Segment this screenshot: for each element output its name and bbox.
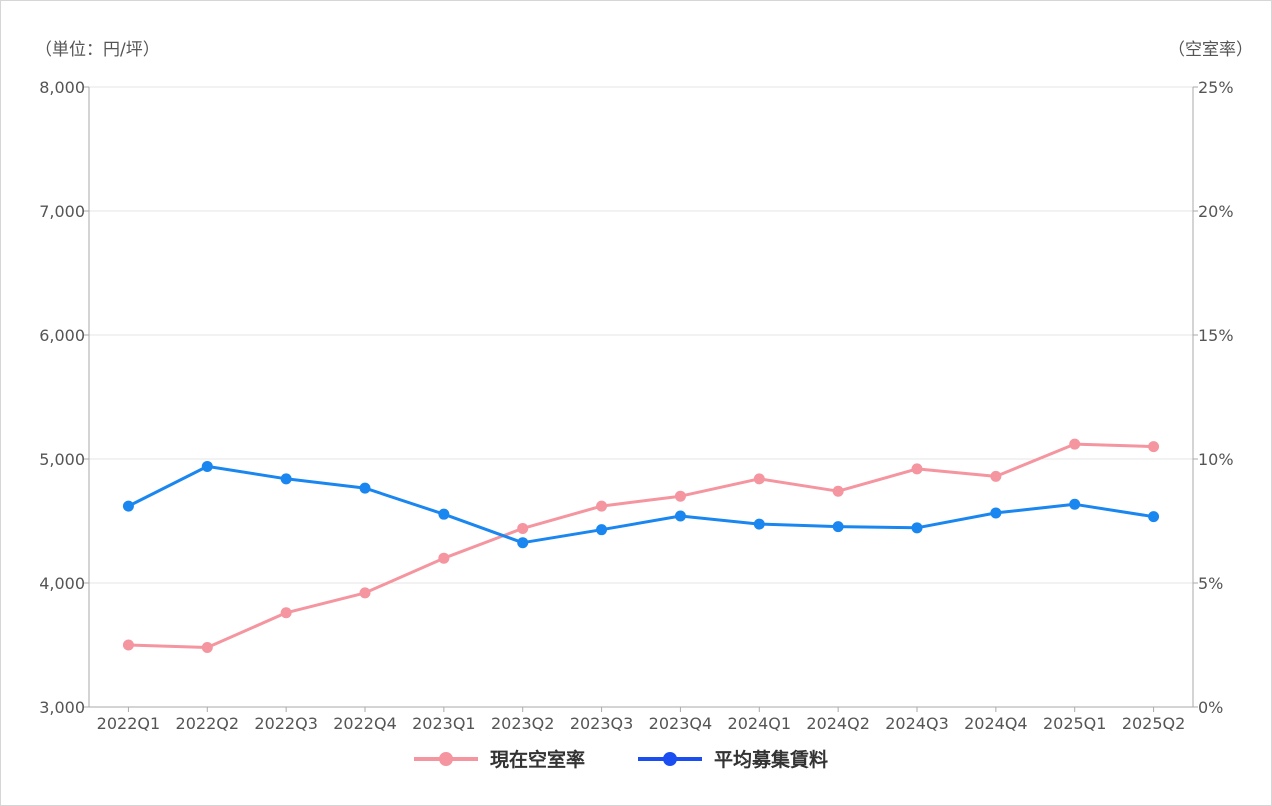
x-tick-label: 2025Q2 [1122,714,1186,733]
series-1-point [990,470,1002,482]
series-1-point [1148,441,1160,453]
series-2-point [359,482,371,494]
series-2-point [1069,498,1081,510]
x-tick-label: 2022Q1 [97,714,161,733]
right-tick-label: 10% [1198,450,1234,469]
series-1-point [280,607,292,619]
series-2-point [280,473,292,485]
x-tick-label: 2023Q2 [491,714,555,733]
x-axis-ticks: 2022Q1 2022Q2 2022Q3 2022Q4 2023Q1 2023Q2 2023… [97,707,1186,733]
left-axis-ticks: 3,000 4,000 5,000 6,000 7,000 8,000 [39,78,89,717]
left-tick-label: 7,000 [39,202,85,221]
series-2-point [674,510,686,522]
x-tick-label: 2023Q3 [570,714,634,733]
right-axis-unit-label: （空室率） [1168,40,1253,60]
legend-swatch-marker [663,752,677,766]
series-1-point [674,490,686,502]
series-2-point [911,522,923,534]
right-tick-label: 15% [1198,326,1234,345]
series-1-point [201,641,213,653]
series-1-point [122,639,134,651]
right-tick-label: 20% [1198,202,1234,221]
x-tick-label: 2024Q4 [964,714,1028,733]
series-2-point [753,518,765,530]
series-1-point [832,485,844,497]
x-tick-label: 2024Q2 [806,714,870,733]
x-tick-label: 2025Q1 [1043,714,1107,733]
legend-swatch-marker [439,752,453,766]
series-2-point [517,537,529,549]
series-line-1 [128,442,1154,649]
x-tick-label: 2022Q4 [333,714,397,733]
x-tick-label: 2024Q1 [728,714,792,733]
x-tick-label: 2023Q1 [412,714,476,733]
left-tick-label: 6,000 [39,326,85,345]
right-tick-label: 25% [1198,78,1234,97]
left-axis-unit-label: （単位：円/坪） [35,40,160,60]
series-2-point [596,524,608,536]
legend-label: 平均募集賃料 [714,748,828,771]
series-line-2 [127,464,1154,545]
x-tick-label: 2023Q4 [649,714,713,733]
series-2-point [438,508,450,520]
series-1-point [911,463,923,475]
left-tick-label: 5,000 [39,450,85,469]
legend: 現在空室率 平均募集賃料 [414,748,828,771]
right-axis-ticks: 0% 5% 10% 15% 20% 25% [1193,78,1234,717]
left-tick-label: 3,000 [39,698,85,717]
series-2-point [122,500,134,512]
legend-label: 現在空室率 [490,748,585,771]
x-tick-label: 2022Q2 [176,714,240,733]
series-2-point [832,521,844,533]
x-tick-label: 2024Q3 [885,714,949,733]
series-layer [122,438,1160,653]
x-tick-label: 2022Q3 [254,714,318,733]
left-tick-label: 8,000 [39,78,85,97]
series-2-point [990,507,1002,519]
right-tick-label: 5% [1198,574,1223,593]
series-2-point [1148,511,1160,523]
series-1-point [753,473,765,485]
left-tick-label: 4,000 [39,574,85,593]
series-1-point [1069,438,1081,450]
series-1-point [596,500,608,512]
series-2-point [201,460,213,472]
series-1-point [359,587,371,599]
right-tick-label: 0% [1198,698,1223,717]
gridlines [89,86,1193,584]
series-1-point [517,522,529,534]
series-1-point [438,552,450,564]
